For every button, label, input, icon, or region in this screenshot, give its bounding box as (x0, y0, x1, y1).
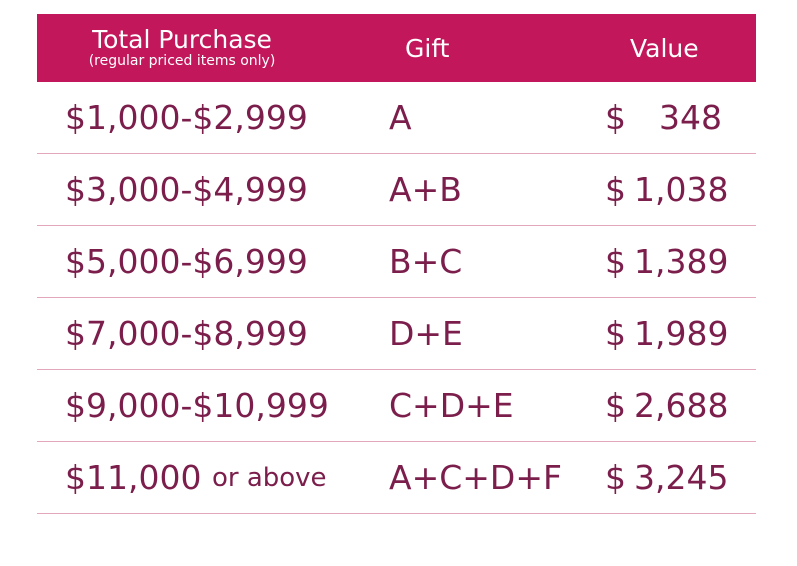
table-header: Total Purchase (regular priced items onl… (37, 14, 756, 82)
value-amount: 348 (659, 98, 722, 137)
cell-value: $ 2,688 (605, 370, 729, 441)
header-value: Value (630, 33, 699, 63)
header-total-title: Total Purchase (92, 25, 272, 54)
value-amount: 1,038 (634, 170, 729, 209)
cell-value: $ 348 (605, 82, 722, 153)
cell-total-purchase: $7,000-$8,999 (65, 298, 308, 369)
currency-symbol: $ (605, 98, 626, 137)
value-amount: 2,688 (634, 386, 729, 425)
currency-symbol: $ (605, 458, 626, 497)
cell-total-purchase: $1,000-$2,999 (65, 82, 308, 153)
currency-symbol: $ (605, 386, 626, 425)
cell-total-purchase: $3,000-$4,999 (65, 154, 308, 225)
cell-value: $ 1,389 (605, 226, 729, 297)
header-gift: Gift (405, 33, 450, 63)
cell-gift: C+D+E (389, 386, 514, 425)
total-range: $7,000-$8,999 (65, 314, 308, 353)
currency-symbol: $ (605, 170, 626, 209)
total-suffix: or above (211, 462, 327, 493)
value-amount: 1,389 (634, 242, 729, 281)
total-range: $3,000-$4,999 (65, 170, 308, 209)
table-row: $11,000 or above A+C+D+F $ 3,245 (37, 442, 756, 514)
cell-value: $ 1,989 (605, 298, 729, 369)
value-amount: 1,989 (634, 314, 729, 353)
cell-total-purchase: $11,000 or above (65, 442, 327, 513)
total-range: $11,000 (65, 458, 202, 497)
cell-gift: D+E (389, 314, 463, 353)
currency-symbol: $ (605, 314, 626, 353)
table-row: $5,000-$6,999 B+C $ 1,389 (37, 226, 756, 298)
table-row: $7,000-$8,999 D+E $ 1,989 (37, 298, 756, 370)
gift-table: Total Purchase (regular priced items onl… (37, 14, 756, 514)
cell-gift: A+C+D+F (389, 458, 562, 497)
table-row: $9,000-$10,999 C+D+E $ 2,688 (37, 370, 756, 442)
cell-gift: A+B (389, 170, 462, 209)
value-amount: 3,245 (634, 458, 729, 497)
cell-total-purchase: $9,000-$10,999 (65, 370, 329, 441)
table-row: $1,000-$2,999 A $ 348 (37, 82, 756, 154)
cell-total-purchase: $5,000-$6,999 (65, 226, 308, 297)
total-range: $9,000-$10,999 (65, 386, 329, 425)
cell-value: $ 3,245 (605, 442, 729, 513)
cell-gift: B+C (389, 242, 463, 281)
total-range: $5,000-$6,999 (65, 242, 308, 281)
header-total-purchase: Total Purchase (regular priced items onl… (37, 14, 327, 82)
cell-value: $ 1,038 (605, 154, 729, 225)
header-total-subtitle: (regular priced items only) (88, 53, 276, 69)
table-row: $3,000-$4,999 A+B $ 1,038 (37, 154, 756, 226)
currency-symbol: $ (605, 242, 626, 281)
total-range: $1,000-$2,999 (65, 98, 308, 137)
cell-gift: A (389, 98, 412, 137)
